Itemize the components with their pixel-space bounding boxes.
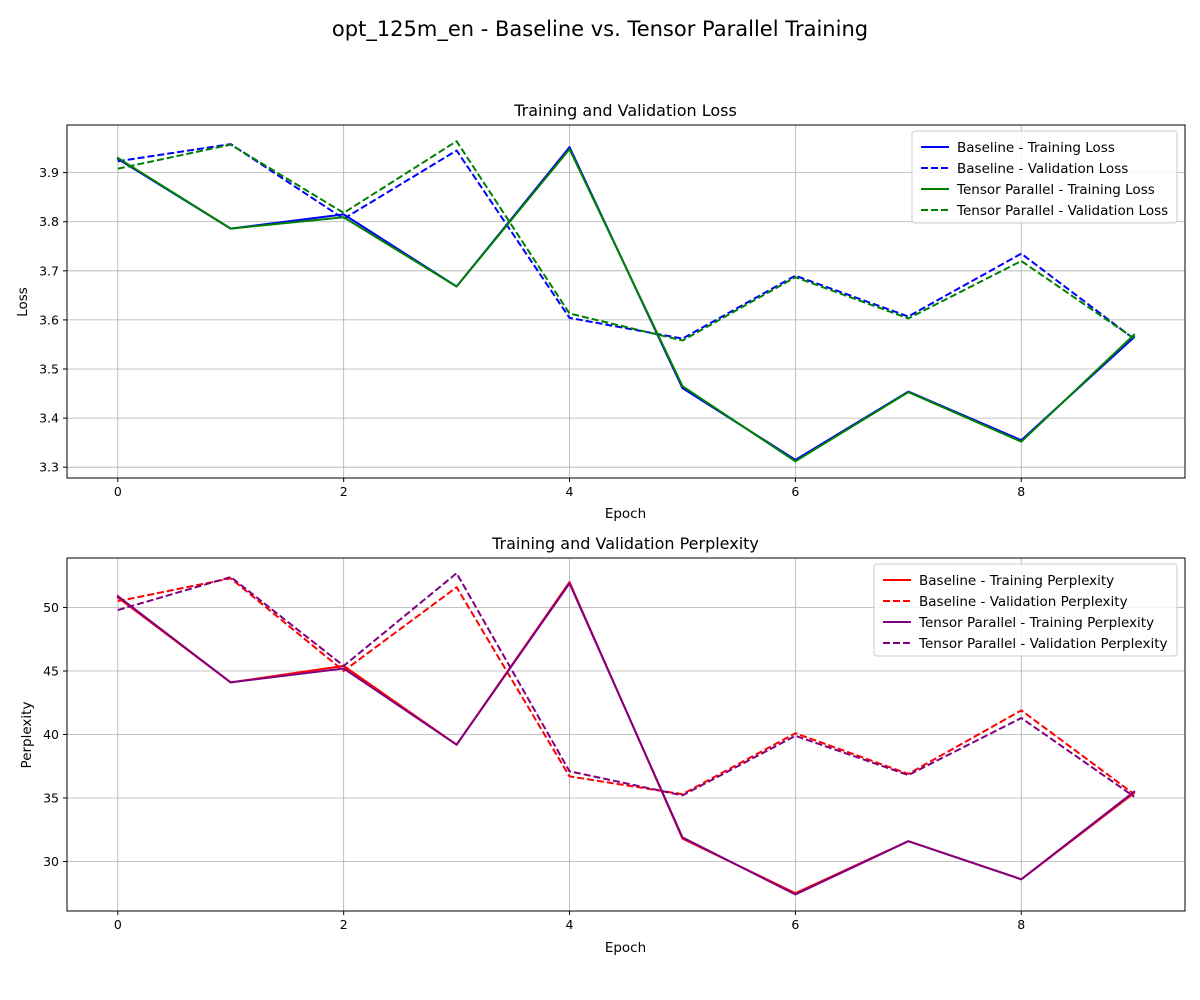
loss-chart-title: Training and Validation Loss <box>513 101 737 120</box>
x-tick-label: 6 <box>791 484 799 499</box>
series-line-4 <box>117 140 1135 342</box>
legend-label-4: Tensor Parallel - Validation Perplexity <box>918 636 1167 652</box>
x-tick-label: 2 <box>340 917 348 932</box>
loss-chart-ylabel: Loss <box>15 287 31 317</box>
legend: Baseline - Training Loss Baseline - Valid… <box>911 130 1178 224</box>
axes-frame <box>66 124 1186 479</box>
x-tick-label: 8 <box>1017 484 1025 499</box>
y-tick-label: 3.9 <box>39 165 59 180</box>
series-line-4 <box>117 572 1135 798</box>
legend-box <box>911 130 1178 224</box>
perplexity-chart: Training and Validation Perplexity Epoch… <box>19 534 1186 956</box>
x-tick-label: 4 <box>566 917 574 932</box>
legend-label-3: Tensor Parallel - Training Loss <box>956 182 1155 198</box>
y-tick-label: 3.3 <box>39 460 59 475</box>
perplexity-chart-title: Training and Validation Perplexity <box>491 534 759 553</box>
x-tick-label: 6 <box>791 917 799 932</box>
y-tick-label: 3.8 <box>39 214 59 229</box>
x-tick-label: 8 <box>1017 917 1025 932</box>
perplexity-plot-area: 0 2 4 6 8 30 35 40 45 50 Baseline - Training Perpl… <box>43 557 1186 932</box>
legend: Baseline - Training Perplexity Baseline -… <box>873 563 1178 657</box>
perplexity-chart-xlabel: Epoch <box>605 940 646 956</box>
x-tick-label: 0 <box>114 917 122 932</box>
y-tick-label: 45 <box>43 664 59 679</box>
y-tick-label: 3.5 <box>39 362 59 377</box>
loss-plot-area: 0 2 4 6 8 3.3 3.4 3.5 3.6 3.7 3.8 3.9 Baseline - Tra… <box>39 124 1186 499</box>
y-tick-label: 3.6 <box>39 312 59 327</box>
loss-chart: Training and Validation Loss Epoch Loss … <box>15 101 1186 522</box>
y-tick-label: 50 <box>43 600 59 615</box>
loss-chart-xlabel: Epoch <box>605 506 646 522</box>
x-tick-label: 2 <box>340 484 348 499</box>
legend-label-3: Tensor Parallel - Training Perplexity <box>918 615 1154 631</box>
y-tick-label: 40 <box>43 727 59 742</box>
legend-label-1: Baseline - Training Perplexity <box>919 573 1114 589</box>
x-tick-label: 4 <box>566 484 574 499</box>
legend-label-2: Baseline - Validation Loss <box>957 161 1128 177</box>
perplexity-chart-ylabel: Perplexity <box>19 702 35 769</box>
y-tick-label: 30 <box>43 854 59 869</box>
y-tick-label: 3.4 <box>39 411 59 426</box>
y-tick-label: 35 <box>43 790 59 805</box>
series-line-2 <box>117 143 1135 340</box>
y-tick-label: 3.7 <box>39 263 59 278</box>
legend-label-1: Baseline - Training Loss <box>957 140 1115 156</box>
series-line-3 <box>116 148 1136 463</box>
legend-label-2: Baseline - Validation Perplexity <box>919 594 1128 610</box>
x-tick-label: 0 <box>114 484 122 499</box>
legend-box <box>873 563 1178 657</box>
figure-suptitle: opt_125m_en - Baseline vs. Tensor Parall… <box>332 17 868 42</box>
legend-label-4: Tensor Parallel - Validation Loss <box>956 203 1168 219</box>
series-line-3 <box>116 582 1136 896</box>
